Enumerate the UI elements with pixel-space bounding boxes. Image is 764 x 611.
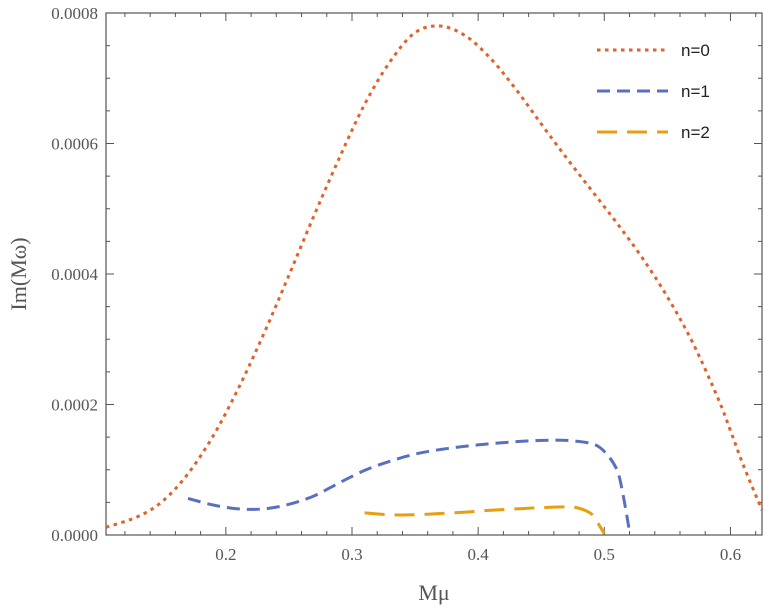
legend: n=0 n=1 n=2 (597, 41, 710, 142)
y-tick-label: 0.0008 (51, 4, 98, 23)
series-line-n-2 (364, 505, 606, 535)
x-tick-label: 0.3 (341, 545, 362, 564)
x-tick-label: 0.6 (720, 545, 741, 564)
y-tick-label: 0.0004 (51, 265, 98, 284)
legend-label: n=2 (681, 123, 710, 142)
x-tick-label: 0.2 (215, 545, 236, 564)
y-tick-label: 0.0000 (51, 526, 98, 545)
tick-labels: 0.2 0.3 0.4 0.5 0.6 0.0000 0.0002 0.0004 0.0006 0… (51, 4, 741, 564)
y-tick-label: 0.0002 (51, 396, 98, 415)
legend-label: n=1 (681, 82, 710, 101)
x-tick-label: 0.5 (594, 545, 615, 564)
legend-label: n=0 (681, 41, 710, 60)
y-axis-title: Im(Mω) (6, 237, 31, 310)
x-axis-title: Mμ (418, 580, 449, 605)
series-line-n-1 (187, 438, 632, 532)
x-tick-label: 0.4 (468, 545, 490, 564)
y-tick-label: 0.0006 (51, 135, 98, 154)
axis-ticks (106, 12, 762, 536)
series-lines (105, 24, 764, 535)
series-line-n-0 (105, 24, 764, 529)
